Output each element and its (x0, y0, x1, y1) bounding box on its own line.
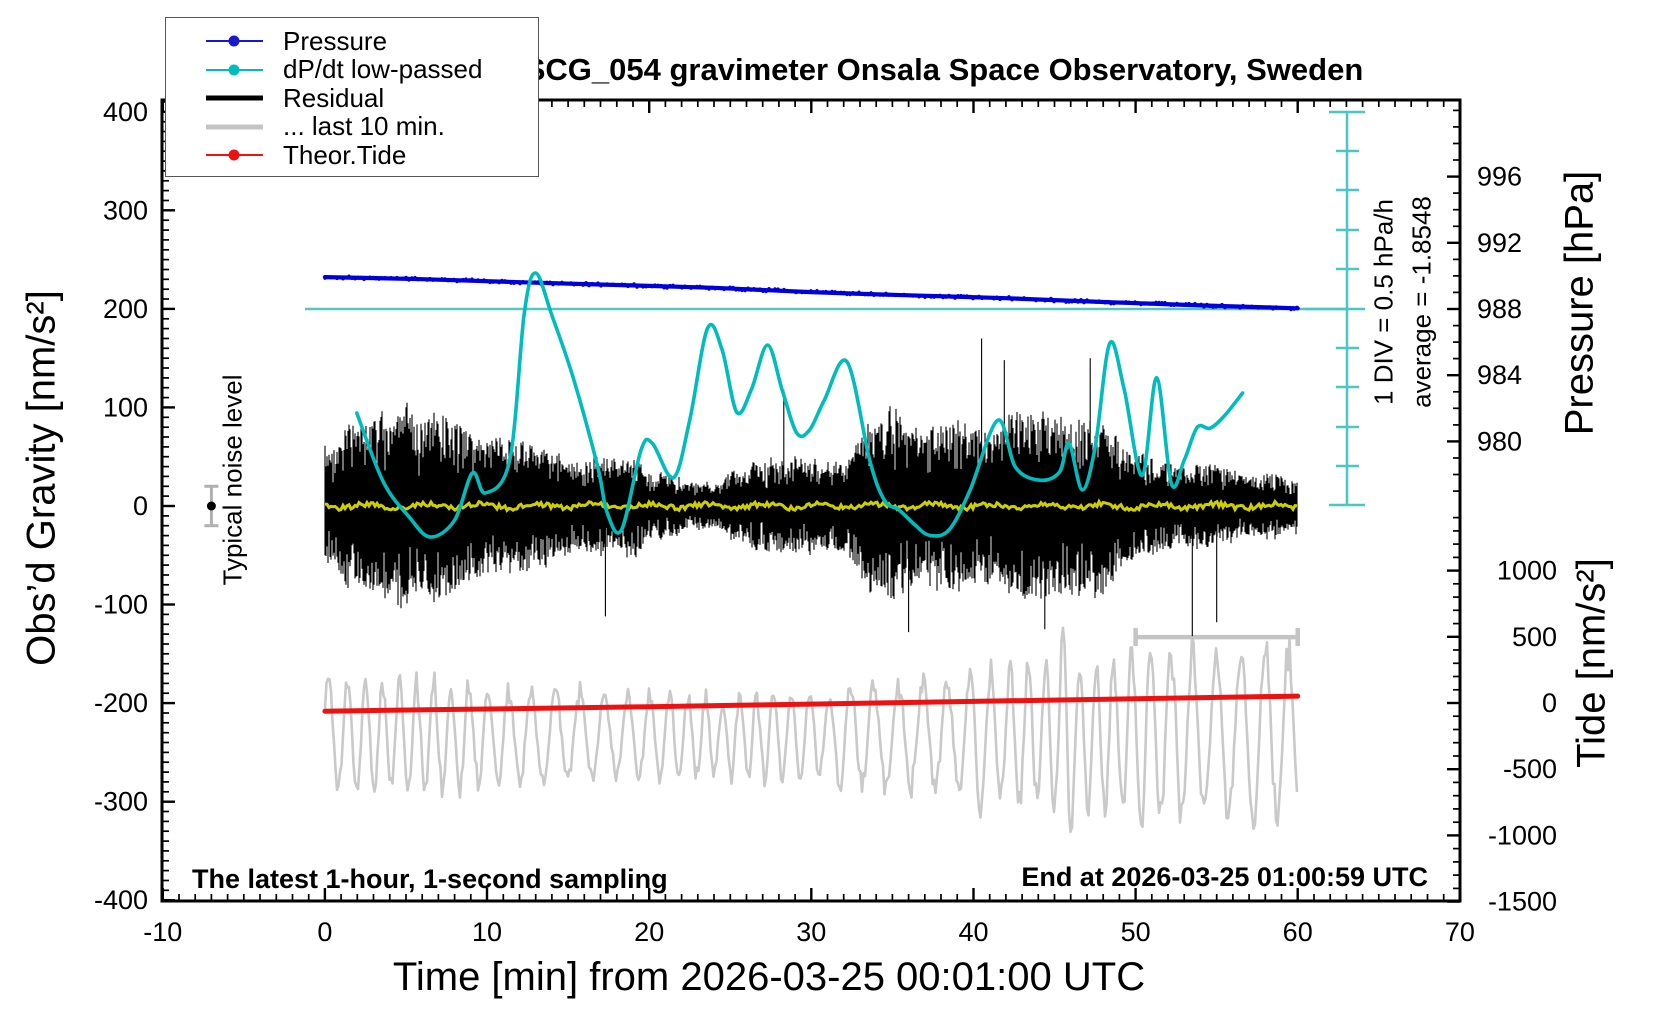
end-time-note: End at 2026-03-25 01:00:59 UTC (1021, 862, 1428, 892)
legend-item-4: Theor.Tide (166, 139, 538, 170)
gravity-tick-label: 100 (103, 392, 148, 422)
gravity-tick-label: 200 (103, 294, 148, 324)
x-tick-label: 60 (1283, 917, 1313, 947)
tide-tick-label: -500 (1503, 754, 1557, 784)
noise-level-label: Typical noise level (217, 374, 248, 586)
tide-tick-label: 500 (1512, 622, 1557, 652)
legend-item-3: ... last 10 min. (166, 111, 538, 142)
average-label: average = -1.8548 (1406, 196, 1437, 408)
legend-item-1: dP/dt low-passed (166, 54, 538, 85)
legend: Pressure dP/dt low-passed Residual... last… (165, 17, 539, 177)
gravity-tick-label: -100 (94, 590, 148, 620)
legend-label: Theor.Tide (283, 139, 407, 170)
last10-series (323, 626, 1299, 834)
x-axis-title: Time [min] from 2026-03-25 00:01:00 UTC (392, 955, 1146, 999)
tide-tick-label: 0 (1542, 688, 1557, 718)
sampling-note: The latest 1-hour, 1-second sampling (192, 864, 668, 894)
gravity-tick-label: -200 (94, 688, 148, 718)
legend-label: dP/dt low-passed (283, 54, 483, 85)
dpdt-series (355, 271, 1245, 539)
gravity-tick-label: -400 (94, 885, 148, 915)
pressure-tick-label: 992 (1477, 228, 1522, 258)
residual-line-icon (166, 84, 283, 113)
x-tick-label: 40 (958, 917, 988, 947)
line-dot-icon (166, 56, 283, 85)
tide-axis-title: Tide [nm/s²] (1569, 558, 1614, 768)
pressure-series-noise (323, 274, 1299, 312)
pressure-tick-label: 988 (1477, 294, 1522, 324)
noise-level-marker (204, 484, 219, 528)
tide-tick-label: -1000 (1488, 820, 1557, 850)
x-tick-label: 20 (634, 917, 664, 947)
x-tick-label: 10 (472, 917, 502, 947)
line-dot-icon (166, 27, 283, 56)
gravity-tick-label: 400 (103, 97, 148, 127)
legend-label: Pressure (283, 25, 388, 56)
legend-label: ... last 10 min. (283, 111, 445, 142)
x-tick-label: -10 (143, 917, 182, 947)
x-tick-label: 50 (1121, 917, 1151, 947)
last10-extent-bar (1133, 628, 1300, 647)
residual-lowpass-series (324, 498, 1298, 514)
legend-item-2: Residual (166, 82, 538, 113)
pressure-tick-label: 996 (1477, 162, 1522, 192)
x-tick-label: 0 (317, 917, 332, 947)
pressure-tick-label: 980 (1477, 426, 1522, 456)
tide-tick-label: -1500 (1488, 887, 1557, 917)
dpdt-scale-ruler (1305, 110, 1365, 507)
line-icon (166, 113, 283, 142)
residual-series (324, 338, 1298, 637)
div-scale-label: 1 DIV = 0.5 hPa/h (1368, 199, 1399, 405)
line-dot-icon (166, 141, 283, 170)
gravity-tick-label: -300 (94, 787, 148, 817)
tide-series (322, 693, 1301, 714)
pressure-axis-title: Pressure [hPa] (1557, 170, 1602, 436)
gravity-tick-label: 300 (103, 195, 148, 225)
pressure-tick-label: 984 (1477, 360, 1522, 390)
page-title: SCG_054 gravimeter Onsala Space Observat… (524, 52, 1364, 87)
gravity-tick-label: 0 (133, 491, 148, 521)
x-tick-label: 30 (796, 917, 826, 947)
gravity-axis-title: Obs’d Gravity [nm/s²] (19, 290, 64, 666)
legend-item-0: Pressure (166, 25, 538, 56)
legend-label: Residual (283, 82, 385, 113)
tick-labels: -10 0 10 20 30 40 50 60 70-400-300-200-100010020… (94, 97, 1557, 947)
x-tick-label: 70 (1445, 917, 1475, 947)
tide-tick-label: 1000 (1497, 556, 1557, 586)
